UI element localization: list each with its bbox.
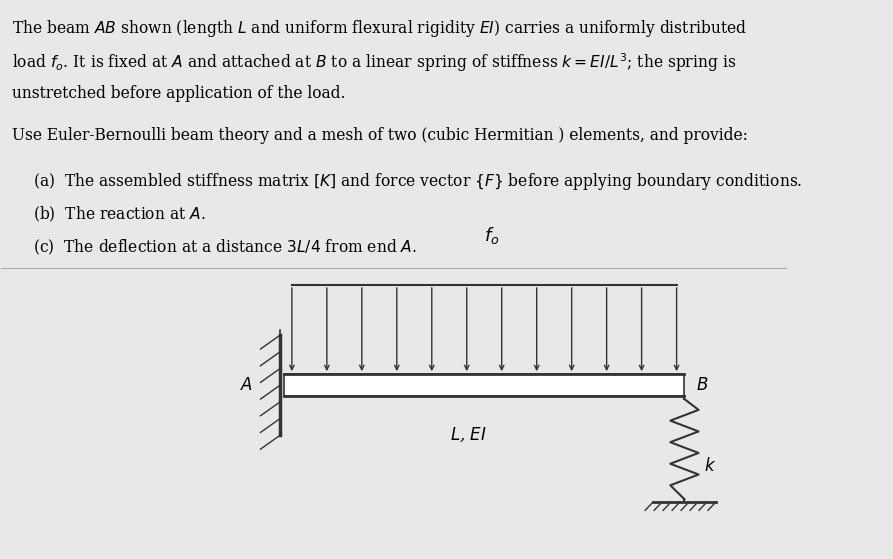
Text: load $f_o$. It is fixed at $A$ and attached at $B$ to a linear spring of stiffne: load $f_o$. It is fixed at $A$ and attac… — [12, 51, 736, 74]
Text: Use Euler-Bernoulli beam theory and a mesh of two (cubic Hermitian ) elements, a: Use Euler-Bernoulli beam theory and a me… — [12, 126, 747, 144]
Text: $L$, $EI$: $L$, $EI$ — [450, 426, 487, 444]
Text: $f_o$: $f_o$ — [484, 225, 500, 246]
Text: unstretched before application of the load.: unstretched before application of the lo… — [12, 85, 345, 102]
Text: (a)  The assembled stiffness matrix $[K]$ and force vector $\{F\}$ before applyi: (a) The assembled stiffness matrix $[K]$… — [33, 171, 802, 192]
Text: $B$: $B$ — [697, 377, 709, 394]
Text: (c)  The deflection at a distance $3L/4$ from end $A$.: (c) The deflection at a distance $3L/4$ … — [33, 238, 417, 257]
Text: $k$: $k$ — [704, 457, 716, 475]
Text: The beam $AB$ shown (length $L$ and uniform flexural rigidity $EI$) carries a un: The beam $AB$ shown (length $L$ and unif… — [12, 18, 747, 39]
Text: (b)  The reaction at $A$.: (b) The reaction at $A$. — [33, 205, 205, 224]
Bar — [284, 374, 684, 396]
Text: $A$: $A$ — [239, 377, 253, 394]
